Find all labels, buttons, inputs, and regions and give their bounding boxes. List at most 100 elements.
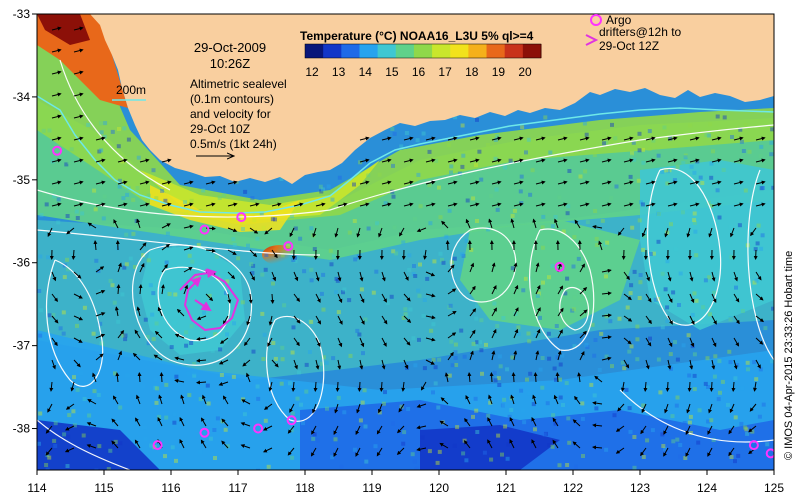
sst-pixel xyxy=(545,401,550,406)
sst-pixel xyxy=(164,415,169,420)
x-tick-label: 123 xyxy=(630,481,650,495)
velocity-arrow xyxy=(161,244,170,251)
x-tick-label: 122 xyxy=(563,481,583,495)
velocity-arrow xyxy=(729,227,735,238)
sst-pixel xyxy=(552,366,557,371)
sst-pixel xyxy=(503,424,508,429)
velocity-arrow xyxy=(73,48,84,53)
sst-pixel xyxy=(261,225,266,230)
velocity-arrow xyxy=(513,158,524,163)
sst-pixel xyxy=(760,186,765,190)
sst-pixel xyxy=(391,194,396,199)
sst-pixel xyxy=(180,299,185,304)
sst-pixel xyxy=(573,399,578,404)
sst-pixel xyxy=(391,163,395,168)
velocity-arrow xyxy=(667,158,678,163)
colorbar-segment xyxy=(413,44,433,58)
sst-pixel xyxy=(293,258,298,263)
sst-pixel xyxy=(759,144,764,149)
velocity-arrow xyxy=(45,425,53,434)
sealevel-contour xyxy=(265,315,325,422)
velocity-arrow xyxy=(221,418,229,427)
sst-pixel xyxy=(172,244,177,249)
velocity-arrow xyxy=(667,359,672,370)
sealevel-contour xyxy=(37,229,321,256)
sst-pixel xyxy=(474,163,478,168)
velocity-arrow xyxy=(160,284,165,295)
sst-pixel xyxy=(93,207,98,212)
velocity-arrow xyxy=(249,202,260,207)
velocity-arrow xyxy=(663,425,669,435)
sst-patch xyxy=(37,420,160,470)
sst-pixel xyxy=(124,262,129,267)
sst-pixel xyxy=(42,192,47,197)
sst-pixel xyxy=(256,396,261,401)
sst-pixel xyxy=(645,385,650,390)
sst-pixel xyxy=(291,325,296,330)
sst-pixel xyxy=(256,468,260,470)
sst-pixel xyxy=(290,214,294,219)
sst-pixel xyxy=(131,231,136,236)
velocity-arrow xyxy=(623,202,634,207)
sst-pixel xyxy=(632,435,637,439)
sst-pixel xyxy=(151,291,156,296)
sst-pixel xyxy=(163,454,167,459)
sst-pixel xyxy=(637,296,642,300)
sst-pixel xyxy=(512,208,517,213)
plot-frame xyxy=(36,13,775,471)
velocity-arrow xyxy=(689,359,694,370)
sst-pixel xyxy=(325,406,329,411)
sst-pixel xyxy=(37,289,42,293)
sst-pixel xyxy=(505,367,510,372)
velocity-arrow xyxy=(748,425,757,433)
sst-pixel xyxy=(315,438,320,443)
sst-pixel xyxy=(213,332,218,337)
sst-pixel xyxy=(499,394,504,399)
sst-pixel xyxy=(117,127,121,131)
sst-pixel xyxy=(70,206,75,211)
velocity-arrow xyxy=(469,158,480,163)
sst-pixel xyxy=(270,217,275,222)
sst-pixel xyxy=(249,262,254,267)
velocity-arrow xyxy=(643,381,648,392)
sst-patch xyxy=(640,160,774,330)
sst-pixel xyxy=(628,174,633,179)
sst-pixel xyxy=(266,464,271,469)
sst-pixel xyxy=(273,217,277,222)
sst-pixel xyxy=(592,153,597,158)
velocity-arrow xyxy=(687,381,692,392)
velocity-arrow xyxy=(134,439,141,449)
velocity-arrow xyxy=(73,359,81,368)
sst-pixel xyxy=(716,397,721,402)
velocity-arrow xyxy=(381,337,387,347)
sst-pixel xyxy=(640,202,645,207)
sst-pixel xyxy=(62,275,67,280)
sst-pixel xyxy=(118,405,123,410)
sst-pixel xyxy=(280,253,285,258)
sst-pixel xyxy=(715,188,720,193)
sst-pixel xyxy=(769,152,774,157)
sst-pixel xyxy=(663,287,668,292)
velocity-arrow xyxy=(51,114,62,119)
sst-pixel xyxy=(752,280,757,285)
velocity-arrow xyxy=(513,262,518,273)
sst-pixel xyxy=(72,423,77,428)
velocity-arrow xyxy=(707,425,713,435)
sst-pixel xyxy=(610,364,614,369)
sst-pixel xyxy=(201,188,206,193)
sst-pixel xyxy=(457,171,462,176)
velocity-arrow xyxy=(641,227,647,238)
sst-pixel xyxy=(448,303,453,308)
sst-pixel xyxy=(462,354,467,359)
sst-pixel xyxy=(495,134,500,139)
sst-pixel xyxy=(748,250,753,255)
velocity-arrow xyxy=(601,180,612,185)
altimetry-note-line-2: (0.1m contours) xyxy=(190,92,274,106)
sst-pixel xyxy=(668,352,673,357)
drifter-track xyxy=(179,268,240,332)
velocity-arrow xyxy=(111,440,119,449)
sst-pixel xyxy=(758,154,763,159)
sst-pixel xyxy=(366,173,371,178)
sst-pixel xyxy=(580,409,584,414)
sst-pixel xyxy=(224,332,229,337)
